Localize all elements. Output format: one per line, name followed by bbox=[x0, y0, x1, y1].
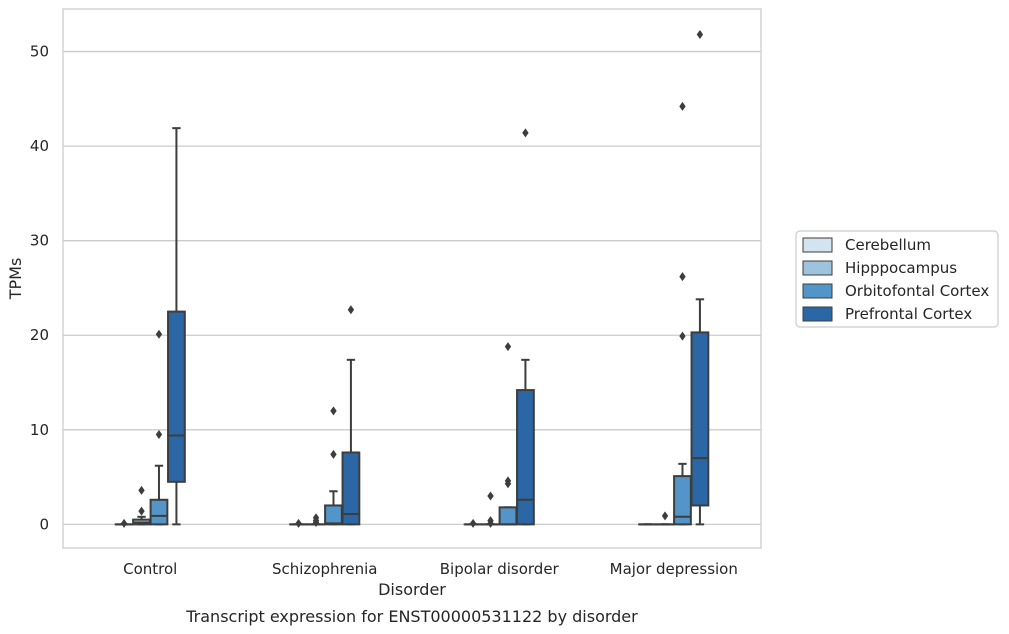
x-tick-label: Schizophrenia bbox=[272, 560, 377, 578]
legend-label: Hipppocampus bbox=[845, 259, 957, 277]
outlier-point bbox=[120, 518, 128, 528]
x-tick-label: Major depression bbox=[610, 560, 738, 578]
legend-label: Orbitofontal Cortex bbox=[845, 282, 989, 300]
outlier-point bbox=[312, 513, 320, 523]
y-tick-label: 20 bbox=[30, 326, 49, 344]
outlier-point bbox=[330, 406, 337, 416]
outlier-point bbox=[504, 476, 512, 486]
x-tick-label: Bipolar disorder bbox=[440, 560, 560, 578]
box-prefrontal-cortex bbox=[341, 305, 361, 526]
legend-label: Cerebellum bbox=[845, 236, 931, 254]
plot-frame bbox=[62, 8, 762, 549]
box bbox=[149, 498, 169, 526]
box-orbitofontal-cortex bbox=[149, 329, 169, 526]
box-prefrontal-cortex bbox=[690, 30, 710, 526]
y-tick-label: 50 bbox=[30, 43, 49, 61]
box-prefrontal-cortex bbox=[167, 127, 186, 526]
outlier-point bbox=[504, 342, 512, 352]
box bbox=[516, 389, 535, 526]
x-axis-ticks: Control Schizophrenia Bipolar disorder Majo… bbox=[123, 560, 738, 578]
box-cerebellum bbox=[114, 518, 134, 528]
outlier-point bbox=[295, 518, 302, 528]
box-hipppocampus bbox=[481, 491, 500, 528]
box-prefrontal-cortex bbox=[516, 128, 535, 526]
box-hipppocampus bbox=[132, 485, 151, 526]
box-cerebellum bbox=[289, 518, 308, 528]
outlier-point bbox=[330, 449, 337, 459]
box bbox=[167, 310, 186, 483]
outlier-point bbox=[522, 128, 529, 138]
outlier-point bbox=[138, 506, 145, 516]
y-tick-label: 0 bbox=[39, 515, 49, 533]
box-cerebellum bbox=[463, 518, 483, 528]
y-tick-label: 30 bbox=[30, 232, 49, 250]
outlier-point bbox=[661, 511, 669, 521]
box-orbitofontal-cortex bbox=[498, 342, 518, 526]
legend-frame bbox=[795, 230, 999, 328]
legend: Cerebellum Hipppocampus Orbitofontal Corte… bbox=[795, 230, 999, 328]
outlier-point bbox=[155, 430, 163, 440]
outlier-point bbox=[487, 516, 494, 526]
outlier-point bbox=[679, 331, 686, 341]
legend-swatch bbox=[802, 260, 833, 276]
x-tick-label: Control bbox=[123, 560, 177, 578]
outlier-point bbox=[138, 485, 145, 495]
outlier-point bbox=[679, 101, 686, 111]
legend-label: Prefrontal Cortex bbox=[845, 305, 972, 323]
outlier-point bbox=[155, 329, 163, 339]
box-hipppocampus bbox=[306, 513, 326, 527]
x-axis-label: Disorder bbox=[378, 580, 446, 599]
box-orbitofontal-cortex bbox=[673, 101, 692, 526]
box bbox=[690, 331, 710, 507]
chart-caption: Transcript expression for ENST0000053112… bbox=[185, 607, 638, 626]
box bbox=[324, 504, 343, 526]
outlier-point bbox=[679, 272, 686, 282]
y-tick-label: 10 bbox=[30, 421, 49, 439]
outlier-point bbox=[487, 491, 494, 501]
y-tick-label: 40 bbox=[30, 137, 49, 155]
box-orbitofontal-cortex bbox=[324, 406, 343, 526]
box-plot-series bbox=[114, 30, 710, 528]
legend-swatch bbox=[802, 237, 833, 253]
y-axis-label: TPMs bbox=[6, 258, 25, 301]
box bbox=[341, 451, 361, 526]
outlier-point bbox=[347, 305, 355, 315]
legend-swatch bbox=[802, 283, 833, 299]
y-axis-ticks: 0 10 20 30 40 50 bbox=[30, 43, 49, 534]
box bbox=[498, 506, 518, 526]
outlier-point bbox=[696, 30, 704, 40]
box-hipppocampus bbox=[655, 511, 675, 526]
outlier-point bbox=[469, 518, 477, 528]
legend-swatch bbox=[802, 306, 833, 322]
